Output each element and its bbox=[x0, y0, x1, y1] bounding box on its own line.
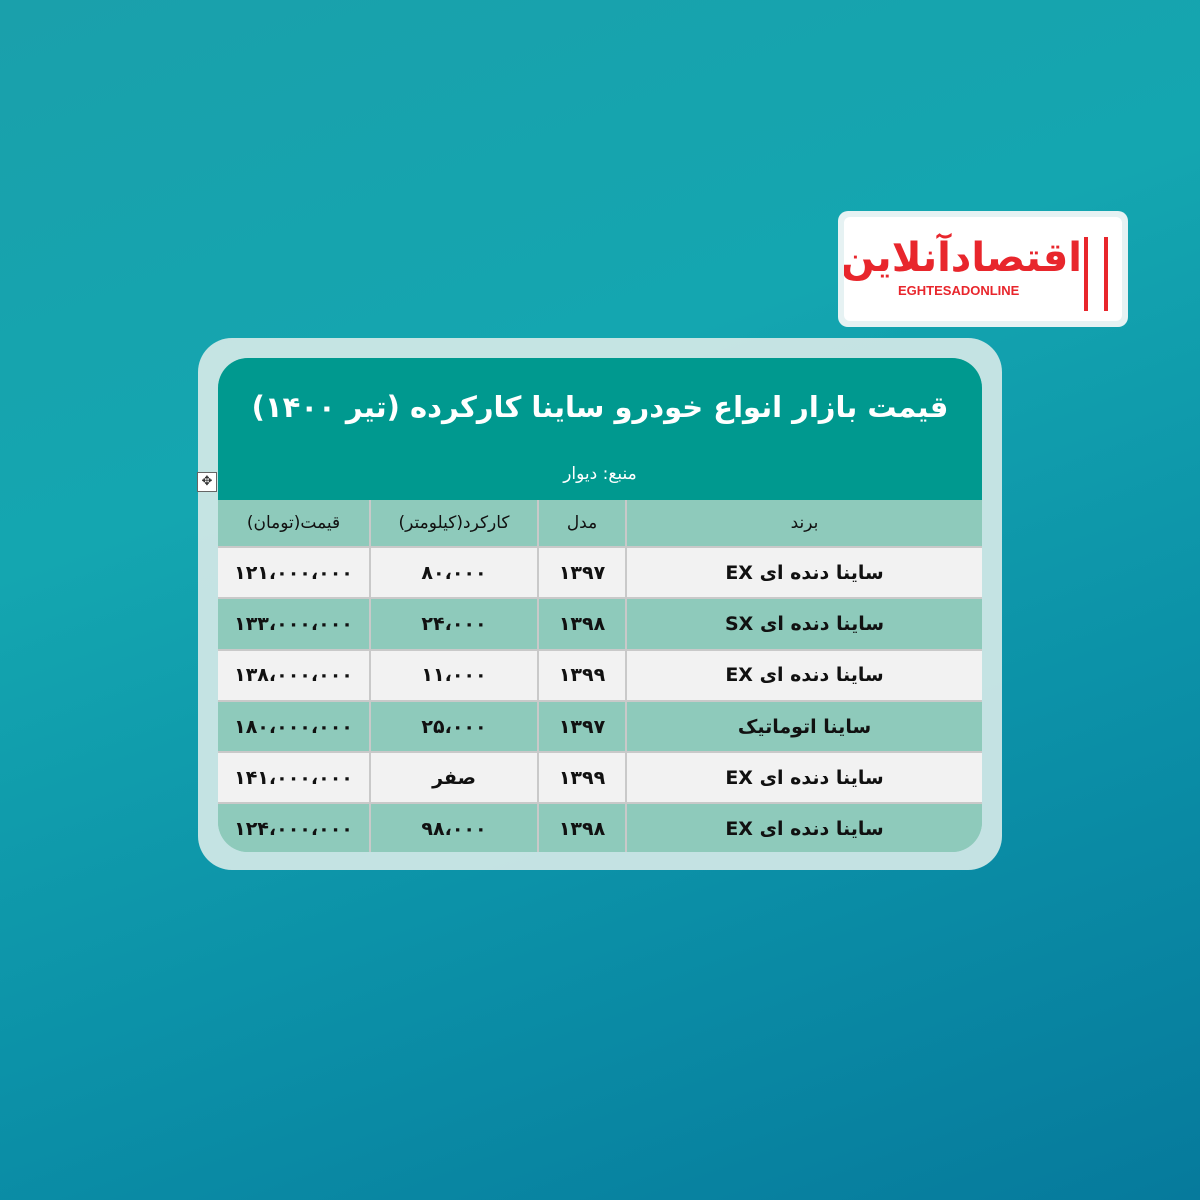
cell-model: ۱۳۹۹ bbox=[537, 753, 625, 803]
logo-bars-icon bbox=[1084, 237, 1108, 311]
table-row: ساینا دنده ای EX ۱۳۹۷ ۸۰،۰۰۰ ۱۲۱،۰۰۰،۰۰۰ bbox=[218, 546, 982, 598]
logo-text-fa: اقتصادآنلاین bbox=[844, 235, 1083, 281]
cell-brand: ساینا دنده ای EX bbox=[625, 804, 982, 852]
cell-price: ۱۳۳،۰۰۰،۰۰۰ bbox=[234, 612, 353, 635]
cell-brand: ساینا دنده ای EX bbox=[625, 548, 982, 598]
cell-model: ۱۳۹۹ bbox=[537, 650, 625, 700]
cell-mileage: ۱۱،۰۰۰ bbox=[369, 650, 537, 700]
column-headers: برند مدل کارکرد(کیلومتر) قیمت(تومان) bbox=[218, 500, 982, 546]
cell-price: ۱۲۱،۰۰۰،۰۰۰ bbox=[234, 561, 353, 584]
cell-brand: ساینا دنده ای EX bbox=[625, 650, 982, 700]
cell-price: ۱۸۰،۰۰۰،۰۰۰ bbox=[234, 715, 353, 738]
cell-brand: ساینا اتوماتیک bbox=[625, 701, 982, 752]
cell-price: ۱۳۸،۰۰۰،۰۰۰ bbox=[234, 664, 353, 687]
col-brand: برند bbox=[625, 500, 982, 546]
table-row: ساینا دنده ای EX ۱۳۹۹ صفر ۱۴۱،۰۰۰،۰۰۰ bbox=[218, 751, 982, 803]
cell-brand: ساینا دنده ای SX bbox=[625, 599, 982, 649]
cell-mileage: ۸۰،۰۰۰ bbox=[369, 548, 537, 598]
cell-model: ۱۳۹۷ bbox=[537, 548, 625, 598]
table-row: ساینا دنده ای SX ۱۳۹۸ ۲۴،۰۰۰ ۱۳۳،۰۰۰،۰۰۰ bbox=[218, 597, 982, 649]
col-model: مدل bbox=[537, 500, 625, 546]
table-row: ساینا اتوماتیک ۱۳۹۷ ۲۵،۰۰۰ ۱۸۰،۰۰۰،۰۰۰ bbox=[218, 699, 982, 752]
table-row: ساینا دنده ای EX ۱۳۹۸ ۹۸،۰۰۰ ۱۲۴،۰۰۰،۰۰۰ bbox=[218, 802, 982, 852]
cell-model: ۱۳۹۷ bbox=[537, 701, 625, 752]
cell-price: ۱۴۱،۰۰۰،۰۰۰ bbox=[234, 766, 353, 789]
cell-price: ۱۲۴،۰۰۰،۰۰۰ bbox=[234, 818, 353, 841]
move-handle-icon[interactable]: ✥ bbox=[197, 472, 217, 492]
cell-brand: ساینا دنده ای EX bbox=[625, 753, 982, 803]
table-title: قیمت بازار انواع خودرو ساینا کارکرده (تی… bbox=[251, 390, 949, 424]
cell-mileage: ۲۵،۰۰۰ bbox=[369, 701, 537, 752]
col-price: قیمت(تومان) bbox=[246, 513, 341, 533]
cell-model: ۱۳۹۸ bbox=[537, 599, 625, 649]
source-label: منبع: دیوار bbox=[563, 464, 637, 484]
col-mileage: کارکرد(کیلومتر) bbox=[369, 500, 537, 546]
price-table-card: قیمت بازار انواع خودرو ساینا کارکرده (تی… bbox=[218, 358, 982, 852]
cell-mileage: صفر bbox=[369, 753, 537, 803]
eghtesadonline-logo: اقتصادآنلاین EGHTESADONLINE bbox=[838, 211, 1128, 327]
cell-mileage: ۹۸،۰۰۰ bbox=[369, 804, 537, 852]
table-row: ساینا دنده ای EX ۱۳۹۹ ۱۱،۰۰۰ ۱۳۸،۰۰۰،۰۰۰ bbox=[218, 648, 982, 700]
cell-mileage: ۲۴،۰۰۰ bbox=[369, 599, 537, 649]
logo-text-en: EGHTESADONLINE bbox=[898, 283, 1020, 298]
table-header: قیمت بازار انواع خودرو ساینا کارکرده (تی… bbox=[218, 358, 982, 500]
cell-model: ۱۳۹۸ bbox=[537, 804, 625, 852]
